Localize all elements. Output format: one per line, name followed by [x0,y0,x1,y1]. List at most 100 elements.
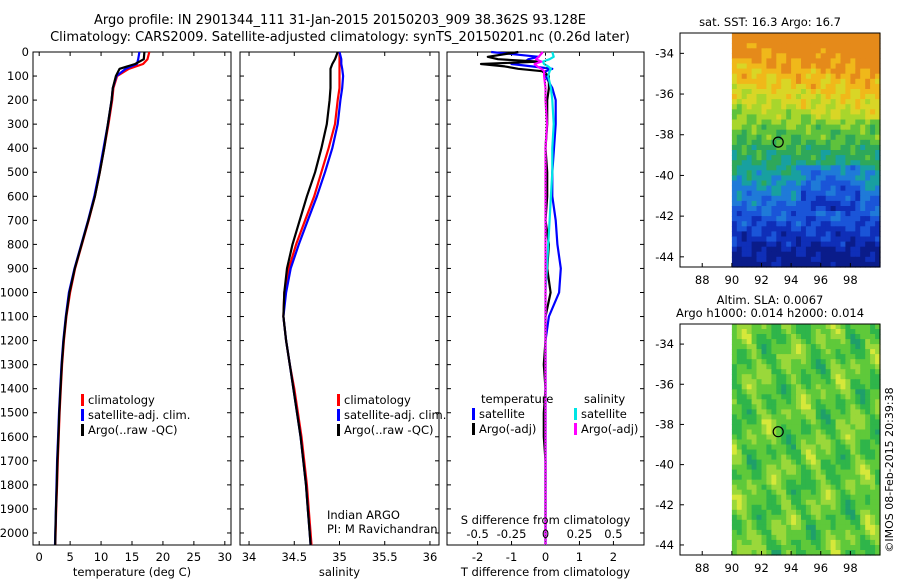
sla-grid-cell [756,499,762,506]
sst-grid-cell [766,109,772,115]
sla-grid-cell [825,550,832,556]
sla-grid-cell [825,519,832,526]
sla-grid-cell [741,419,748,425]
sla-grid-cell [870,439,876,446]
sla-grid-cell [781,550,787,556]
sst-grid-cell [801,139,807,146]
sst-grid-cell [810,38,817,44]
sst-grid-cell [875,83,881,90]
sla-grid-cell [855,334,861,340]
sst-grid-cell [756,89,762,95]
sla-grid-cell [731,539,738,546]
sst-grid-cell [875,129,881,136]
sst-grid-cell [766,58,772,65]
sla-grid-cell [840,424,846,430]
sla-grid-cell [796,494,802,501]
sst-grid-cell [840,114,846,121]
sst-grid-cell [736,231,743,238]
sla-grid-cell [771,329,777,335]
sst-grid-cell [815,38,822,44]
sst-grid-cell [815,68,822,75]
sst-grid-cell [825,139,832,146]
sst-grid-cell [776,200,782,207]
sst-grid-cell [845,175,851,182]
sst-grid-cell [815,256,822,263]
sla-grid-cell [830,474,837,481]
sst-grid-cell [825,114,832,121]
sla-grid-cell [820,469,827,476]
sla-grid-cell [815,539,822,546]
sla-grid-cell [875,359,881,365]
sla-grid-cell [865,324,871,330]
sst-grid-cell [731,78,738,85]
sst-grid-cell [825,261,832,268]
sst-grid-cell [751,144,758,151]
sst-grid-cell [781,134,787,141]
sla-grid-cell [731,514,738,521]
sla-grid-cell [736,509,743,516]
sst-grid-cell [741,261,748,268]
sst-grid-cell [850,261,856,268]
sst-grid-cell [801,200,807,207]
sla-grid-cell [751,509,758,516]
sla-grid-cell [791,489,797,496]
sst-grid-cell [766,200,772,207]
sst-grid-cell [830,200,837,207]
sla-grid-cell [796,409,802,415]
sst-grid-cell [761,104,767,110]
sst-grid-cell [865,200,871,207]
sst-grid-cell [751,89,758,95]
sst-grid-cell [756,129,762,136]
sst-grid-cell [746,58,753,65]
sst-grid-cell [820,226,827,232]
sst-grid-cell [840,246,846,253]
sla-grid-cell [810,404,817,410]
sla-grid-cell [850,524,856,531]
depth-tick-label: 700 [7,213,29,227]
sla-grid-cell [815,550,822,556]
sla-grid-cell [835,354,842,360]
sst-grid-cell [865,83,871,90]
sst-grid-cell [820,119,827,126]
sla-grid-cell [840,399,846,405]
sst-grid-cell [835,206,842,212]
sst-grid-cell [756,58,762,65]
sst-grid-cell [810,246,817,253]
sla-grid-cell [736,550,743,556]
sst-grid-cell [786,114,792,121]
sst-grid-cell [781,256,787,263]
sst-grid-cell [776,221,782,227]
sst-grid-cell [870,180,876,187]
sst-grid-cell [870,134,876,141]
sla-grid-cell [835,439,842,446]
sla-grid-cell [830,374,837,380]
sst-grid-cell [865,129,871,136]
sst-grid-cell [781,246,787,253]
sst-grid-cell [756,190,762,197]
sst-grid-cell [776,78,782,85]
sla-grid-cell [736,439,743,446]
sla-grid-cell [771,334,777,340]
sla-grid-cell [810,379,817,385]
sla-grid-cell [731,414,738,420]
sla-grid-cell [786,449,792,456]
sst-grid-cell [751,226,758,232]
sst-grid-cell [791,134,797,141]
sst-grid-cell [786,185,792,192]
sst-grid-cell [746,261,753,268]
sst-grid-cell [751,68,758,75]
sla-grid-cell [751,349,758,355]
sla-grid-cell [741,379,748,385]
sla-grid-cell [820,484,827,491]
sla-grid-cell [840,534,846,541]
sst-grid-cell [825,144,832,151]
sla-grid-cell [776,334,782,340]
sla-grid-cell [771,504,777,511]
sst-grid-cell [766,134,772,141]
sla-grid-cell [815,534,822,541]
sst-grid-cell [835,43,842,49]
sst-grid-cell [731,195,738,202]
sst-grid-cell [731,160,738,166]
sst-grid-cell [825,104,832,110]
sst-grid-cell [825,94,832,100]
